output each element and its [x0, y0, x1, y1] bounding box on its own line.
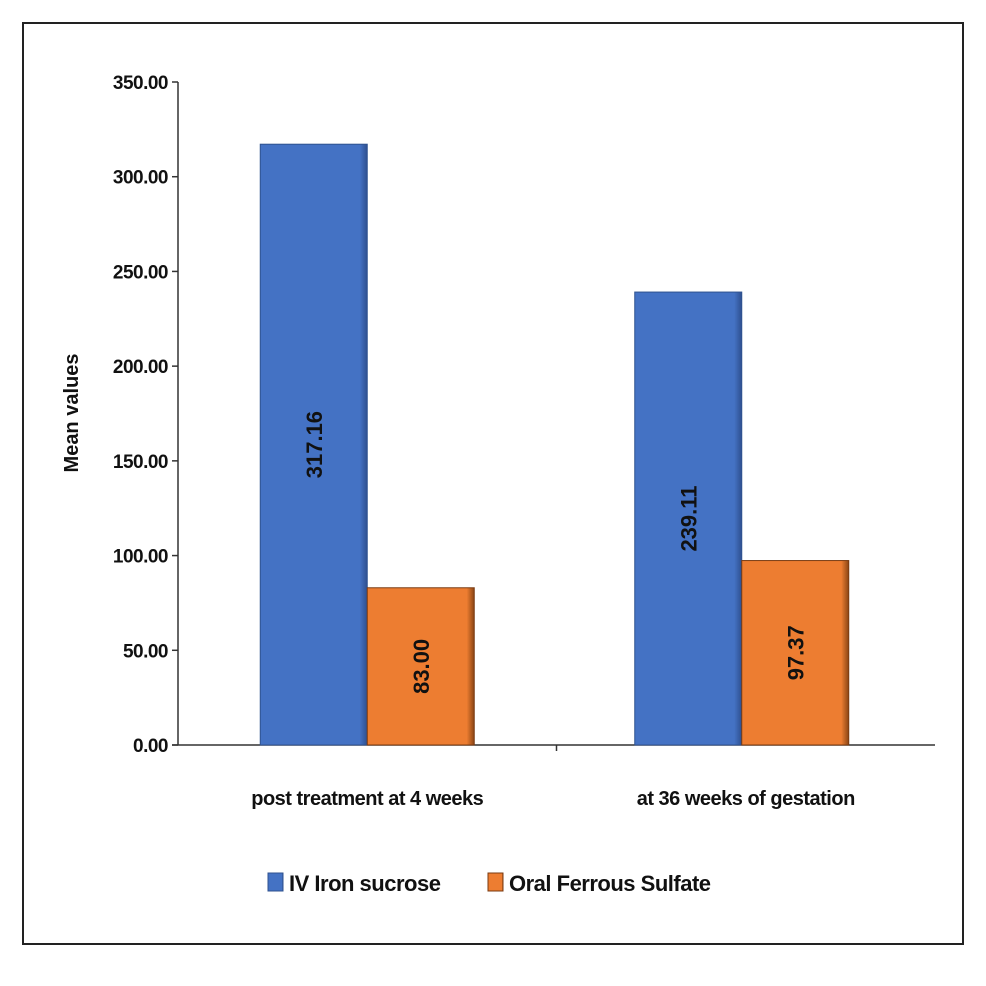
y-tick-label: 250.00 — [113, 262, 168, 283]
data-label: 97.37 — [783, 625, 808, 680]
bar-oral-ferrous-sulfate — [741, 560, 850, 746]
y-tick-label: 350.00 — [113, 73, 168, 94]
y-tick-label: 200.00 — [113, 357, 168, 378]
y-tick-label: 50.00 — [123, 641, 168, 662]
y-tick-label: 0.00 — [133, 736, 168, 757]
legend-swatch-iv-iron-sucrose — [267, 872, 284, 892]
legend-label: IV Iron sucrose — [289, 871, 441, 896]
bar-iv-iron-sucrose — [634, 291, 743, 746]
chart-frame — [22, 22, 964, 945]
data-label: 239.11 — [676, 485, 701, 551]
legend-label: Oral Ferrous Sulfate — [509, 871, 711, 896]
bar-oral-ferrous-sulfate — [366, 587, 475, 746]
legend-swatch-oral-ferrous-sulfate — [487, 872, 504, 892]
data-label: 83.00 — [409, 639, 434, 694]
y-tick-label: 150.00 — [113, 452, 168, 473]
x-category-label: at 36 weeks of gestation — [637, 788, 855, 810]
bar-iv-iron-sucrose — [259, 143, 368, 746]
y-tick-label: 100.00 — [113, 547, 168, 568]
x-category-label: post treatment at 4 weeks — [251, 788, 483, 810]
data-label: 317.16 — [302, 411, 327, 478]
y-tick-label: 300.00 — [113, 168, 168, 189]
y-axis-label: Mean values — [61, 354, 83, 473]
